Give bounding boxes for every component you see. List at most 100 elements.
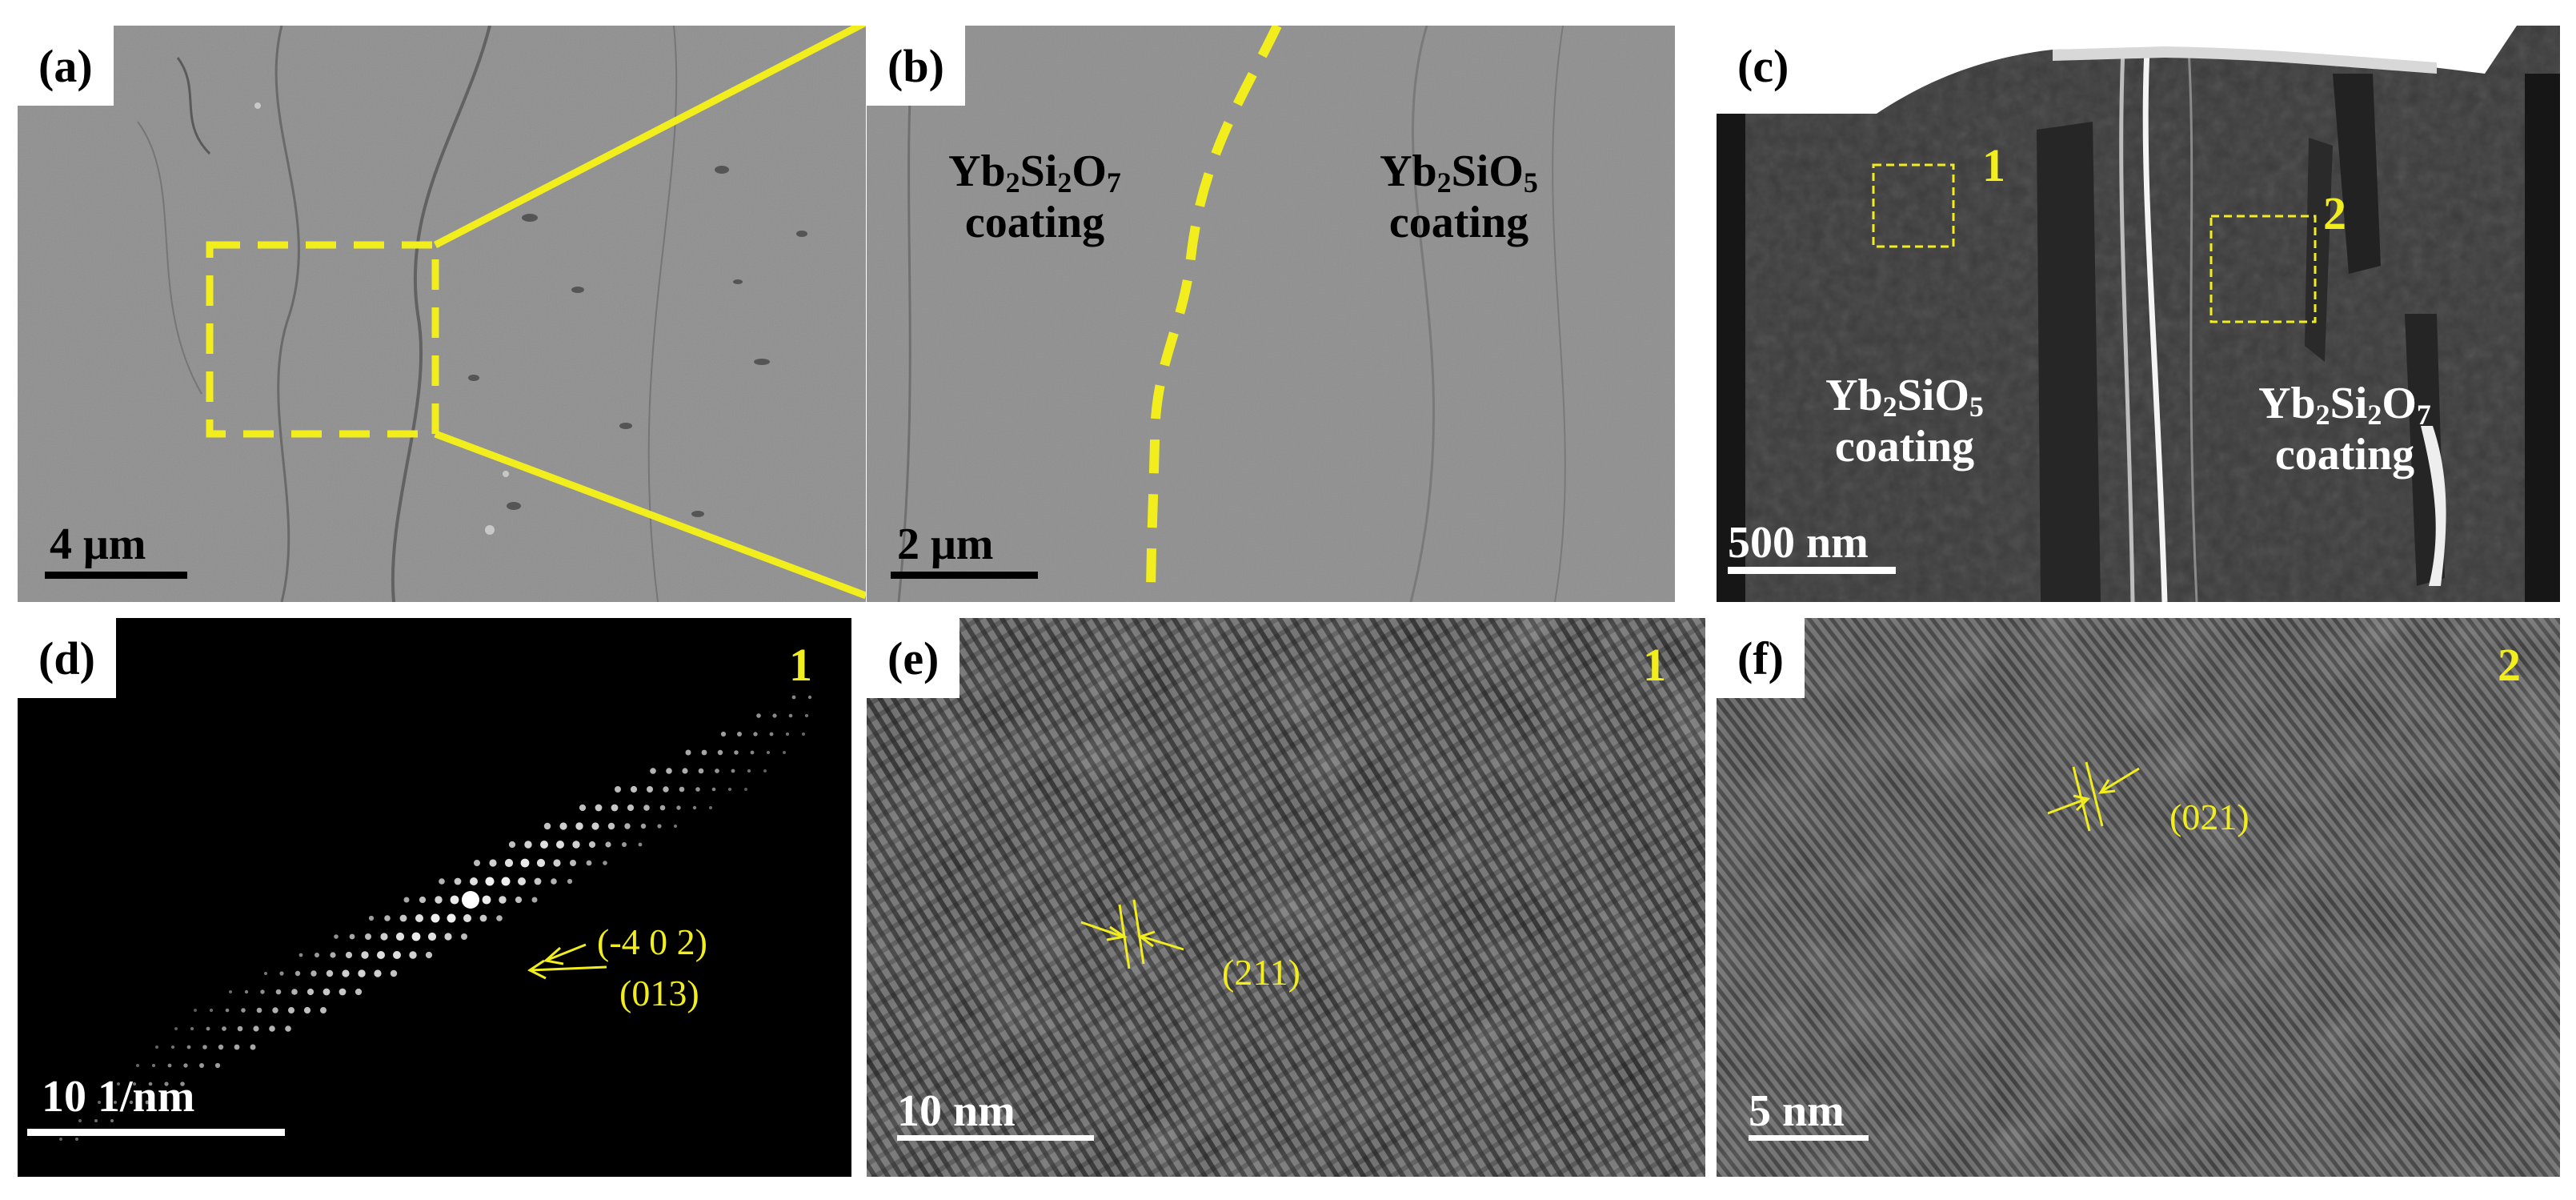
diffraction-spot [279,971,284,976]
panel-f-region-label: 2 [2498,639,2521,691]
diffraction-spot [303,1006,311,1014]
diffraction-spot [164,1082,169,1086]
diffraction-spot [444,933,452,941]
diffraction-spot [728,788,731,791]
diffraction-spot [802,732,805,736]
diffraction-spot [298,953,303,957]
diffraction-spot [425,951,433,959]
diffraction-spot [579,804,587,812]
panel-b-micrograph [867,26,1675,602]
diffraction-spot [515,896,523,904]
diffraction-spot [695,787,700,792]
diffraction-spot [145,1100,150,1105]
diffraction-spot [650,768,656,774]
diffraction-spot [567,878,573,885]
panel-d-annotation-013: (013) [619,973,699,1013]
diffraction-spot [663,786,669,793]
diffraction-spot [345,951,353,959]
diffraction-spot [607,822,615,830]
panel-f-scale-label: 5 nm [1749,1086,1845,1136]
diffraction-spot [630,785,638,793]
diffraction-spot [269,1025,275,1032]
diffraction-spot [152,1064,155,1067]
diffraction-spot [591,822,599,830]
panel-f-scale-line [1749,1135,1869,1141]
panel-f-tag: (f) [1717,618,1805,698]
diffraction-spot [737,732,742,736]
diffraction-spot [772,713,777,718]
panel-b-left-label: Yb2Si2O7 coating [939,146,1131,249]
diffraction-spot [518,877,526,885]
diffraction-spot [94,1119,98,1122]
diffraction-spot [531,897,538,903]
panel-b-tag: (b) [867,26,965,106]
panel-d-tag: (d) [18,618,116,698]
diffraction-spot [390,969,398,977]
diffraction-spot [314,953,319,957]
panel-b-right-label: Yb2SiO5 coating [1363,146,1555,249]
diffraction-spot [788,713,793,718]
diffraction-spot [638,842,643,847]
panel-b-left-word: coating [964,198,1105,248]
diffraction-spot [206,1026,210,1031]
diffraction-spot [210,1009,213,1012]
diffraction-spot [588,841,596,849]
diffraction-spot [679,786,685,793]
diffraction-spot [744,788,747,791]
diffraction-spot [692,805,697,810]
diffraction-spot [285,1025,291,1032]
diffraction-spot [393,951,401,959]
diffraction-spot [657,824,662,829]
diffraction-spot [194,1009,197,1012]
diffraction-spot [499,896,507,904]
diffraction-spot [250,1044,256,1050]
diffraction-spot [715,769,719,773]
diffraction-spot [117,1082,120,1086]
diffraction-spot [256,1007,262,1013]
diffraction-spot [241,1008,246,1013]
diffraction-spot [763,769,767,773]
panel-b-scale-label: 2 μm [897,520,994,569]
diffraction-spot [520,858,530,868]
panel-c-tag: (c) [1717,26,1810,106]
panel-c-scale-line [1728,567,1896,574]
diffraction-spot [682,768,688,774]
diffraction-spot [750,750,755,755]
diffraction-spot [570,860,576,866]
diffraction-spot [222,1026,226,1031]
diffraction-spot [540,841,548,849]
diffraction-spot [395,932,405,941]
panel-e-lattice-fringes [867,618,1705,1177]
diffraction-spot [603,861,607,865]
diffraction-spot [411,932,421,941]
diffraction-spot [463,914,471,922]
diffraction-spot [361,951,369,959]
diffraction-spot [427,932,437,941]
diffraction-spot [676,805,681,810]
panel-a-tag: (a) [18,26,114,106]
panel-a-scale-line [45,572,187,579]
diffraction-spot [595,804,603,812]
panel-c-right-label: Yb2Si2O7 coating [2237,378,2453,481]
diffraction-spot [229,990,232,993]
diffraction-spot [399,914,407,922]
diffraction-spot [253,1025,259,1032]
diffraction-spot [155,1045,158,1049]
diffraction-spot [310,970,317,977]
panel-c-right-word: coating [2274,430,2415,480]
diffraction-spot [174,1027,178,1030]
diffraction-spot [496,915,503,921]
diffraction-spot [439,878,445,885]
diffraction-spot [136,1064,139,1067]
panel-d-diffraction [18,618,851,1177]
diffraction-spot [556,841,564,849]
diffraction-spot [674,825,677,828]
diffraction-spot [129,1100,134,1105]
diffraction-spot [753,732,758,736]
diffraction-spot [450,895,459,905]
diffraction-spot [701,749,707,756]
panel-b-right-formula: Yb2SiO5 [1380,146,1538,199]
diffraction-spot [288,1007,294,1013]
panel-c-right-formula: Yb2Si2O7 [2258,379,2431,431]
panel-e-region-label: 1 [1643,639,1666,691]
